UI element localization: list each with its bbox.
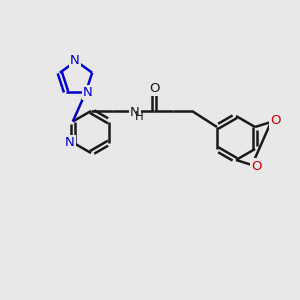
Text: O: O [149, 82, 159, 94]
Text: O: O [270, 115, 280, 128]
Text: N: N [130, 106, 140, 118]
Text: O: O [251, 160, 261, 172]
Text: N: N [70, 55, 80, 68]
Text: N: N [65, 136, 75, 149]
Text: N: N [83, 86, 93, 99]
Text: H: H [135, 110, 143, 122]
